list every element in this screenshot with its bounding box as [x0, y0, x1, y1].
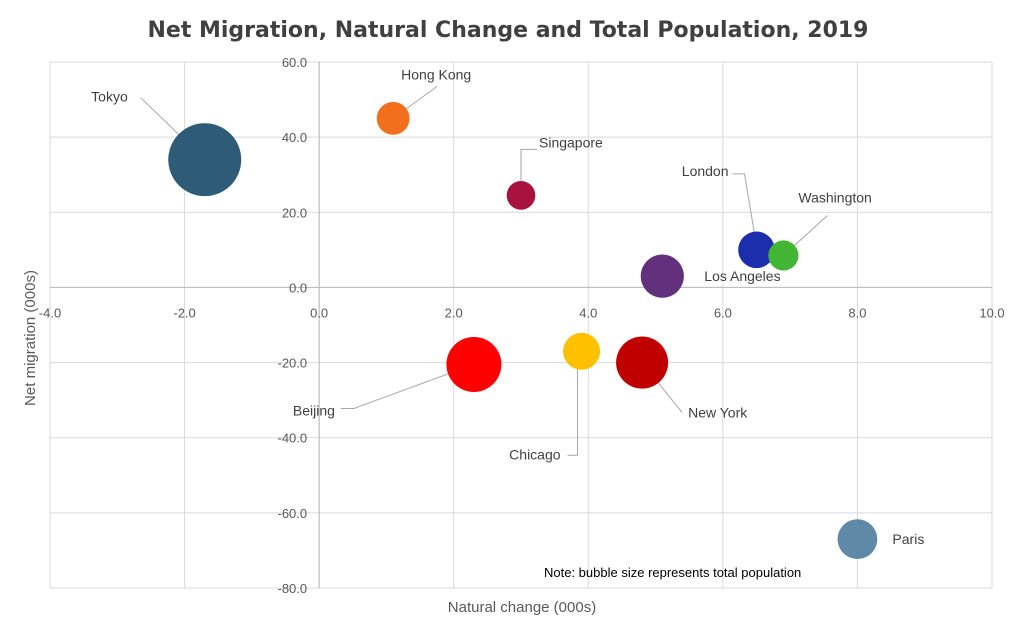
x-tick-label: 10.0 — [979, 305, 1004, 320]
y-tick-label: 60.0 — [282, 55, 307, 70]
bubble-label-hong-kong: Hong Kong — [401, 66, 471, 82]
chart-title: Net Migration, Natural Change and Total … — [147, 18, 868, 43]
bubble-label-los-angeles: Los Angeles — [704, 268, 780, 284]
y-axis-label: Net migration (000s) — [22, 270, 39, 406]
bubble-new-york — [616, 336, 669, 389]
x-tick-label: 8.0 — [848, 305, 866, 320]
x-tick-label: -2.0 — [173, 305, 195, 320]
bubble-singapore — [506, 181, 536, 210]
bubble-label-chicago: Chicago — [509, 446, 561, 462]
bubble-beijing — [446, 336, 502, 392]
bubble-hong-kong — [376, 101, 410, 135]
bubble-label-tokyo: Tokyo — [91, 89, 128, 105]
x-tick-label: -4.0 — [39, 305, 61, 320]
y-tick-label: -80.0 — [278, 581, 308, 596]
x-tick-labels: -4.0 -2.0 0.0 2.0 4.0 6.0 8.0 10.0 — [39, 305, 1005, 320]
bubble-label-new-york: New York — [688, 405, 748, 421]
bubble-label-beijing: Beijing — [293, 402, 335, 418]
x-tick-label: 6.0 — [714, 305, 732, 320]
bubble-label-paris: Paris — [892, 531, 924, 547]
x-tick-label: 0.0 — [310, 305, 328, 320]
x-tick-label: 2.0 — [445, 305, 463, 320]
y-tick-label: 20.0 — [282, 205, 307, 220]
bubble-washington — [768, 240, 799, 271]
bubbles — [168, 101, 878, 560]
y-tick-label: 0.0 — [289, 280, 307, 295]
bubble-paris — [837, 519, 878, 560]
leader-lines — [140, 85, 828, 456]
leader-line-chicago — [567, 351, 579, 456]
y-tick-label: 40.0 — [282, 130, 307, 145]
y-tick-labels: 60.0 40.0 20.0 0.0 -20.0 -40.0 -60.0 -80.0 — [278, 55, 308, 596]
bubble-label-london: London — [682, 163, 729, 179]
y-tick-label: -60.0 — [278, 506, 308, 521]
bubble-label-washington: Washington — [798, 189, 871, 205]
leader-line-beijing — [340, 363, 475, 409]
bubble-tokyo — [168, 123, 242, 197]
bubble-labels: Tokyo Hong Kong Singapore London Washington L… — [91, 66, 924, 547]
bubble-chicago — [563, 332, 601, 370]
y-tick-label: -20.0 — [278, 356, 308, 371]
chart-note: Note: bubble size represents total popul… — [544, 565, 801, 580]
y-tick-label: -40.0 — [278, 431, 308, 446]
axes — [50, 62, 992, 588]
x-axis-label: Natural change (000s) — [448, 599, 596, 616]
leader-line-london — [732, 173, 757, 246]
x-tick-label: 4.0 — [579, 305, 597, 320]
bubble-label-singapore: Singapore — [539, 134, 603, 150]
bubble-los-angeles — [640, 254, 684, 298]
leader-line-singapore — [520, 148, 537, 186]
bubble-london — [738, 231, 775, 269]
